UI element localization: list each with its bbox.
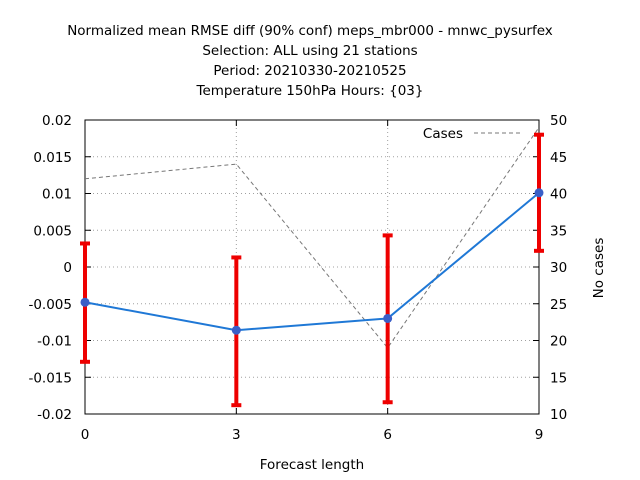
y-tick-label: 0 [63,260,72,276]
y2-tick-label: 50 [550,113,567,129]
y-tick-label: -0.005 [28,297,72,313]
y-tick-label: 0.005 [33,223,72,239]
rmse-diff-line [84,191,540,332]
data-point [383,313,393,323]
y2-tick-label: 35 [550,223,567,239]
y-tick-label: 0.01 [42,187,72,203]
x-tick-label: 0 [81,427,90,443]
y2-tick-label: 15 [550,370,567,386]
x-tick-label: 6 [383,427,392,443]
y2-tick-label: 20 [550,334,567,350]
legend: Cases [423,126,520,142]
data-point [231,325,241,335]
legend-label-cases: Cases [423,126,463,142]
y-tick-label: 0.015 [33,150,72,166]
y-tick-label: -0.02 [37,407,72,423]
y-tick-label: -0.015 [28,370,72,386]
chart-title-line: Normalized mean RMSE diff (90% conf) mep… [67,23,553,39]
grid [85,120,539,414]
x-axis: 0 3 6 9 [81,120,544,443]
rmse-diff-series [80,132,544,408]
data-point [80,297,90,307]
y2-axis-label: No cases [591,238,607,299]
y-tick-label: 0.02 [42,113,72,129]
x-axis-label: Forecast length [260,457,364,473]
y2-tick-label: 40 [550,187,567,203]
y2-tick-label: 45 [550,150,567,166]
y2-tick-label: 25 [550,297,567,313]
y2-tick-label: 10 [550,407,567,423]
y-axis-right: 10 15 20 25 30 35 40 45 50 [533,113,567,423]
y2-tick-label: 30 [550,260,567,276]
chart-title: Normalized mean RMSE diff (90% conf) mep… [67,23,553,99]
chart-title-line: Period: 20210330-20210525 [213,63,406,79]
chart-title-line: Selection: ALL using 21 stations [202,43,417,59]
data-point [534,188,544,198]
chart-title-line: Temperature 150hPa Hours: {03} [196,83,424,99]
x-tick-label: 9 [535,427,544,443]
y-tick-label: -0.01 [37,334,72,350]
y-axis-left: -0.02 -0.015 -0.01 -0.005 0 0.005 0.01 0.015 0.0… [28,113,91,423]
x-tick-label: 3 [232,427,241,443]
